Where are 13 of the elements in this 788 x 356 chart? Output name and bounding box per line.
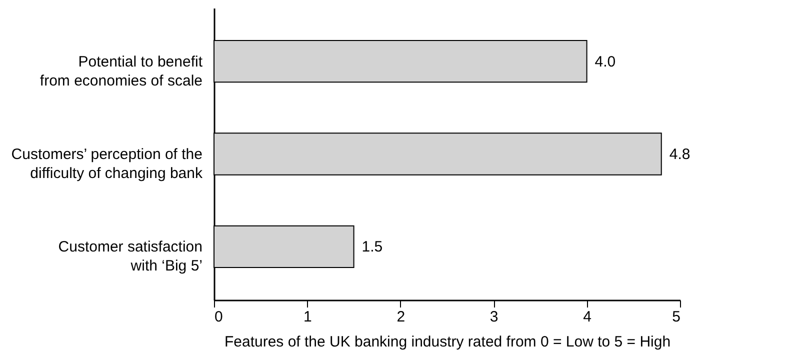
y-tick-label: Customers’ perception of the difficulty of changing bank bbox=[11, 146, 203, 182]
x-tick-label: 0 bbox=[214, 308, 223, 326]
x-tick-label: 2 bbox=[396, 308, 406, 326]
data-label: 4.8 bbox=[669, 146, 690, 163]
x-tick-label: 3 bbox=[490, 308, 498, 326]
x-tick-label: 5 bbox=[672, 308, 680, 326]
data-label: 4.0 bbox=[594, 53, 616, 70]
y-tick-label: Customer satisfaction with ‘Big 5’ bbox=[58, 238, 202, 275]
y-tick-label: Potential to benefit from economies of scale bbox=[40, 53, 204, 90]
data-label: 1.5 bbox=[362, 238, 383, 256]
x-tick-label: 1 bbox=[304, 308, 312, 326]
x-axis-title: Features of the UK banking industry rated from 0 = Low to 5 = High bbox=[224, 334, 671, 350]
x-tick-label: 4 bbox=[583, 308, 592, 326]
